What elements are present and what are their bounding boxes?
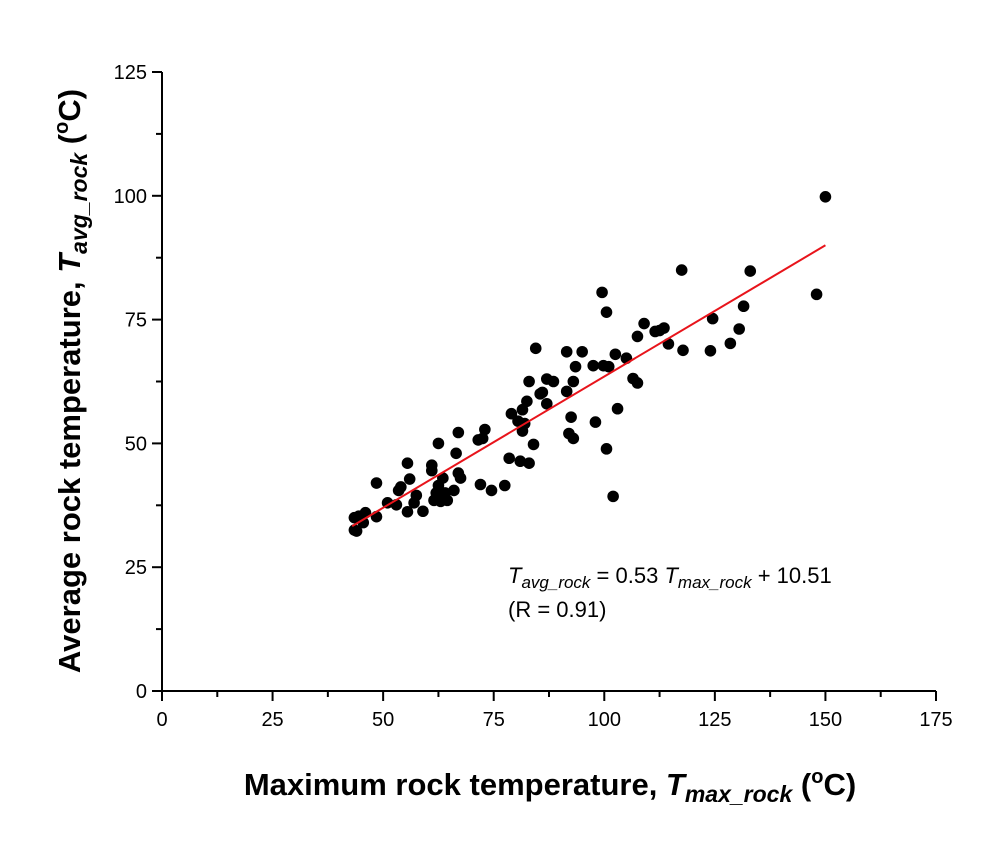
- data-point: [602, 360, 615, 373]
- data-point: [454, 472, 467, 484]
- data-point: [675, 264, 688, 276]
- data-point: [476, 432, 489, 445]
- data-point: [658, 322, 670, 334]
- data-point: [706, 312, 719, 325]
- data-point: [600, 306, 613, 318]
- data-point: [540, 397, 553, 410]
- data-point: [560, 345, 573, 358]
- data-point: [425, 459, 438, 471]
- data-point: [514, 455, 527, 468]
- data-point: [631, 377, 644, 389]
- data-point: [677, 344, 689, 357]
- x-tick-label: 75: [483, 709, 505, 731]
- data-point: [744, 265, 757, 277]
- data-point: [704, 344, 717, 357]
- data-point: [523, 457, 535, 470]
- data-point: [600, 443, 613, 455]
- data-point: [607, 490, 619, 503]
- y-tick-label: 0: [136, 681, 147, 703]
- data-point: [638, 317, 650, 330]
- x-tick-label: 150: [809, 709, 842, 731]
- data-point: [631, 330, 644, 343]
- data-point: [450, 447, 462, 460]
- data-point: [401, 505, 414, 518]
- data-point: [565, 411, 577, 423]
- data-point: [810, 288, 823, 301]
- x-axis-title: Maximum rock temperature, Tmax_rock (oC): [244, 766, 856, 807]
- y-tick-label: 100: [114, 186, 147, 208]
- data-point: [523, 375, 535, 388]
- data-point: [737, 300, 750, 313]
- data-point: [357, 516, 370, 529]
- x-tick-label: 175: [919, 709, 952, 731]
- correlation-text: (R = 0.91): [508, 597, 606, 622]
- data-point: [498, 479, 511, 492]
- data-point: [536, 386, 549, 399]
- y-tick-label: 25: [125, 557, 147, 579]
- data-point: [724, 337, 737, 350]
- data-point: [432, 437, 445, 450]
- data-point: [567, 375, 580, 388]
- data-points: [348, 190, 832, 537]
- ticks: 0 25 50 75 100 125 150 175 0 25 50 75 100 125: [114, 62, 953, 731]
- data-point: [567, 432, 580, 445]
- fit-line-group: [351, 244, 826, 527]
- x-tick-label: 100: [588, 709, 621, 731]
- x-tick-label: 25: [261, 709, 283, 731]
- data-point: [609, 348, 622, 361]
- data-point: [410, 489, 423, 502]
- data-point: [395, 481, 407, 493]
- y-tick-label: 125: [114, 62, 147, 84]
- data-point: [521, 395, 533, 408]
- data-point: [401, 457, 414, 470]
- data-point: [474, 478, 487, 491]
- data-point: [611, 402, 624, 415]
- data-point: [560, 385, 573, 398]
- data-point: [441, 494, 454, 507]
- data-point: [529, 342, 542, 355]
- y-axis-title: Average rock temperature, Tavg_rock (oC): [51, 89, 92, 673]
- data-point: [448, 484, 460, 497]
- data-point: [596, 286, 608, 299]
- regression-equation: Tavg_rock = 0.53 Tmax_rock + 10.51: [508, 563, 832, 592]
- data-point: [587, 359, 600, 372]
- fit-line: [351, 244, 826, 527]
- y-tick-label: 75: [125, 310, 147, 332]
- data-point: [733, 323, 745, 335]
- data-point: [503, 452, 515, 465]
- data-point: [589, 416, 602, 428]
- data-point: [547, 375, 560, 388]
- data-point: [370, 477, 383, 489]
- x-tick-label: 50: [372, 709, 394, 731]
- x-tick-label: 125: [698, 709, 731, 731]
- data-point: [576, 345, 588, 358]
- data-point: [403, 473, 416, 485]
- data-point: [505, 407, 518, 420]
- data-point: [417, 505, 429, 518]
- data-point: [452, 426, 465, 439]
- data-point: [350, 525, 363, 537]
- data-point: [479, 423, 491, 436]
- x-tick-label: 0: [156, 709, 167, 731]
- data-point: [485, 484, 498, 497]
- data-point: [527, 438, 540, 451]
- y-tick-label: 50: [125, 433, 147, 455]
- data-point: [569, 360, 582, 373]
- data-point: [819, 190, 832, 203]
